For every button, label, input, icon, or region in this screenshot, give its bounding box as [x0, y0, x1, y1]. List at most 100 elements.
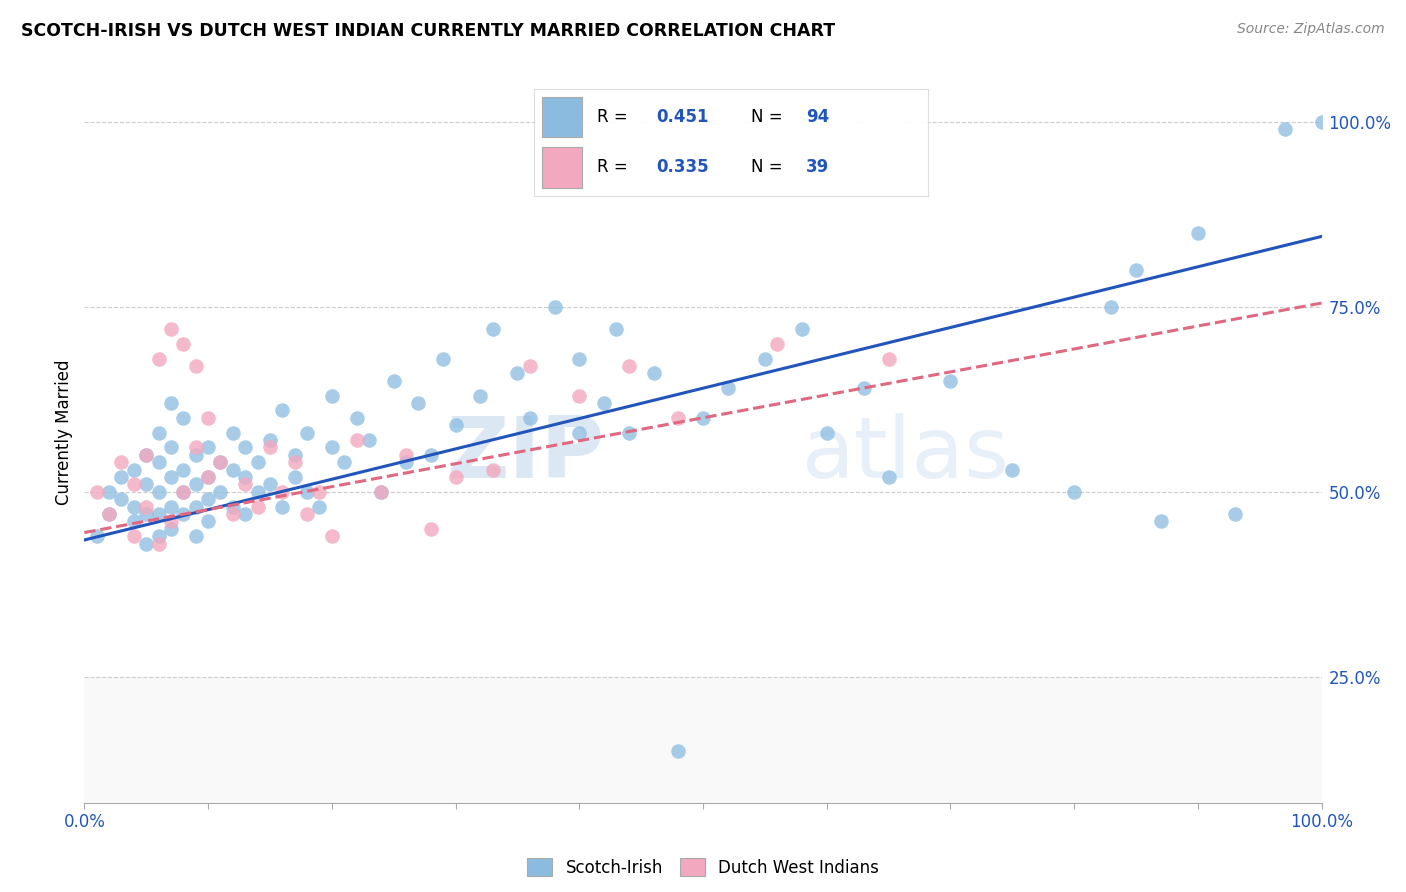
Point: [172, 410, 194, 425]
Point: [197, 441, 219, 455]
Point: [184, 448, 207, 462]
Point: [481, 322, 503, 336]
Point: [160, 515, 183, 529]
Bar: [543, 96, 582, 137]
Point: [122, 529, 145, 543]
Point: [666, 744, 689, 758]
Point: [98, 484, 121, 499]
Point: [246, 500, 269, 514]
Point: [543, 300, 565, 314]
Point: [790, 322, 813, 336]
Point: [284, 455, 307, 469]
Point: [321, 441, 343, 455]
Point: [233, 441, 256, 455]
Point: [432, 351, 454, 366]
Point: [86, 529, 108, 543]
Point: [308, 484, 330, 499]
Point: [1187, 226, 1209, 240]
Point: [172, 507, 194, 521]
Point: [184, 359, 207, 373]
Point: [135, 448, 157, 462]
Point: [160, 322, 183, 336]
Text: Source: ZipAtlas.com: Source: ZipAtlas.com: [1237, 22, 1385, 37]
Point: [233, 470, 256, 484]
Point: [110, 492, 132, 507]
Point: [346, 433, 368, 447]
Point: [395, 455, 418, 469]
Point: [1223, 507, 1246, 521]
Point: [481, 462, 503, 476]
Point: [122, 500, 145, 514]
Point: [754, 351, 776, 366]
Point: [295, 507, 318, 521]
Point: [568, 425, 591, 440]
Point: [395, 448, 418, 462]
Point: [160, 522, 183, 536]
Point: [568, 351, 591, 366]
Point: [233, 507, 256, 521]
Point: [617, 359, 640, 373]
Point: [197, 470, 219, 484]
Point: [246, 455, 269, 469]
Point: [692, 410, 714, 425]
Point: [122, 462, 145, 476]
Point: [135, 507, 157, 521]
Text: N =: N =: [751, 108, 787, 126]
Point: [98, 507, 121, 521]
Point: [284, 448, 307, 462]
Point: [1125, 262, 1147, 277]
Point: [815, 425, 838, 440]
Legend: Scotch-Irish, Dutch West Indians: Scotch-Irish, Dutch West Indians: [520, 852, 886, 883]
Point: [1001, 462, 1024, 476]
Point: [1274, 122, 1296, 136]
Point: [135, 477, 157, 491]
Point: [370, 484, 392, 499]
Point: [197, 410, 219, 425]
Point: [135, 448, 157, 462]
Point: [246, 484, 269, 499]
Point: [877, 351, 900, 366]
Point: [568, 389, 591, 403]
Text: 0.451: 0.451: [657, 108, 709, 126]
Bar: [543, 147, 582, 187]
Point: [419, 522, 441, 536]
Point: [259, 433, 281, 447]
Point: [184, 529, 207, 543]
Point: [1063, 484, 1085, 499]
Point: [148, 455, 170, 469]
Point: [233, 477, 256, 491]
Point: [122, 515, 145, 529]
Bar: [84, 677, 1322, 803]
Point: [519, 410, 541, 425]
Point: [321, 529, 343, 543]
Point: [135, 536, 157, 550]
Text: R =: R =: [598, 108, 633, 126]
Point: [160, 396, 183, 410]
Point: [86, 484, 108, 499]
Point: [98, 507, 121, 521]
Text: ZIP: ZIP: [446, 413, 605, 496]
Text: SCOTCH-IRISH VS DUTCH WEST INDIAN CURRENTLY MARRIED CORRELATION CHART: SCOTCH-IRISH VS DUTCH WEST INDIAN CURREN…: [21, 22, 835, 40]
Point: [346, 410, 368, 425]
Text: atlas: atlas: [801, 413, 1010, 496]
Point: [408, 396, 430, 410]
Point: [877, 470, 900, 484]
Point: [209, 455, 232, 469]
Point: [1150, 515, 1173, 529]
Point: [184, 441, 207, 455]
Point: [419, 448, 441, 462]
Y-axis label: Currently Married: Currently Married: [55, 359, 73, 506]
Point: [605, 322, 627, 336]
Point: [617, 425, 640, 440]
Point: [110, 470, 132, 484]
Point: [110, 455, 132, 469]
Point: [357, 433, 380, 447]
Point: [209, 484, 232, 499]
Point: [160, 441, 183, 455]
Point: [295, 425, 318, 440]
Point: [593, 396, 616, 410]
Point: [222, 507, 245, 521]
Point: [506, 367, 529, 381]
Text: N =: N =: [751, 159, 787, 177]
Text: 94: 94: [806, 108, 830, 126]
